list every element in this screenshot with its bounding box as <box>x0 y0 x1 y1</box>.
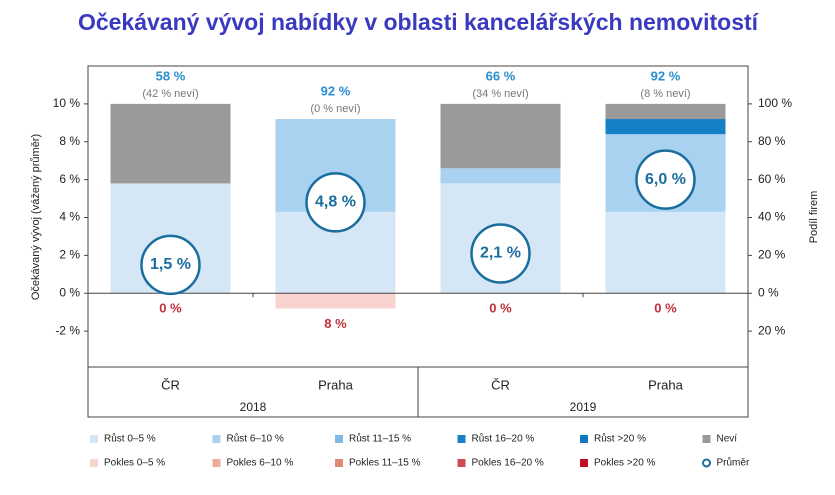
decline-label: 0 % <box>654 301 677 316</box>
legend-marker <box>335 435 343 443</box>
chart-title: Očekávaný vývoj nabídky v oblasti kancel… <box>78 9 760 35</box>
decline-label: 8 % <box>324 316 347 331</box>
unknown-label: (8 % neví) <box>640 88 690 100</box>
y2-axis-label: Podíl firem <box>808 191 820 244</box>
bar-segment <box>440 103 561 169</box>
total-label: 92 % <box>651 68 681 83</box>
decline-label: 0 % <box>489 301 512 316</box>
y-axis-label: Očekávaný vývoj (vážený průměr) <box>30 134 42 300</box>
y-tick-label: 2 % <box>59 248 80 262</box>
average-label: 4,8 % <box>315 194 356 211</box>
y2-tick-label: 0 % <box>758 285 779 299</box>
category-label: ČR <box>161 377 180 392</box>
total-label: 58 % <box>156 68 186 83</box>
y2-tick-label: 20 % <box>758 248 786 262</box>
legend-label: Pokles 0–5 % <box>104 458 165 469</box>
decline-label: 0 % <box>159 301 182 316</box>
total-label: 66 % <box>486 68 516 83</box>
legend-marker <box>212 435 221 443</box>
legend-label: Průměr <box>717 457 750 469</box>
group-label: 2019 <box>570 400 597 414</box>
category-label: Praha <box>318 377 353 392</box>
legend-label: Neví <box>717 434 738 445</box>
legend-marker <box>90 459 98 467</box>
bar-segment <box>605 103 726 120</box>
bar-segment <box>605 211 726 294</box>
legend-label: Pokles >20 % <box>594 458 656 469</box>
average-marker <box>140 234 201 296</box>
legend-marker <box>457 459 466 467</box>
category-label: Praha <box>648 377 683 392</box>
average-marker <box>305 172 366 233</box>
legend-marker <box>457 435 466 443</box>
y2-tick-label: 40 % <box>758 210 786 224</box>
legend-label: Růst 11–15 % <box>349 433 411 445</box>
category-label: ČR <box>491 377 510 392</box>
average-label: 6,0 % <box>645 171 686 188</box>
y-tick-label: 10 % <box>53 96 81 110</box>
legend-label: Růst 0–5 % <box>104 433 156 445</box>
legend-marker <box>90 435 98 443</box>
legend-label: Pokles 16–20 % <box>472 458 544 469</box>
group-label: 2018 <box>240 400 267 414</box>
legend-marker <box>212 459 221 467</box>
y-tick-label: 0 % <box>59 285 80 299</box>
y-tick-label: 6 % <box>59 172 80 186</box>
legend-marker <box>702 435 711 443</box>
legend-marker <box>335 459 343 467</box>
y2-tick-label: 60 % <box>758 172 786 186</box>
y2-tick-label: 100 % <box>758 96 792 110</box>
bar-segment <box>440 168 561 184</box>
average-label: 1,5 % <box>150 256 191 273</box>
legend-label: Růst 6–10 % <box>227 433 284 445</box>
unknown-label: (42 % neví) <box>142 88 198 100</box>
unknown-label: (34 % neví) <box>472 88 528 100</box>
unknown-label: (0 % neví) <box>310 103 360 115</box>
legend-marker <box>702 458 711 468</box>
average-label: 2,1 % <box>480 245 521 262</box>
total-label: 92 % <box>321 83 351 98</box>
y-tick-label: 4 % <box>59 210 80 224</box>
bar-segment <box>275 293 396 309</box>
average-marker <box>470 223 531 284</box>
legend-label: Pokles 11–15 % <box>349 458 421 469</box>
average-marker <box>635 149 696 210</box>
y2-tick-label: 20 % <box>758 323 786 337</box>
legend-label: Růst >20 % <box>594 433 646 445</box>
y2-tick-label: 80 % <box>758 134 786 148</box>
y-tick-label: 8 % <box>59 134 80 148</box>
legend-marker <box>580 435 588 443</box>
legend-label: Pokles 6–10 % <box>227 458 294 469</box>
bar-segment <box>110 103 231 184</box>
legend-marker <box>580 459 588 467</box>
bar-segment <box>605 119 726 135</box>
legend-label: Růst 16–20 % <box>472 433 535 445</box>
y-tick-label: -2 % <box>55 323 80 337</box>
